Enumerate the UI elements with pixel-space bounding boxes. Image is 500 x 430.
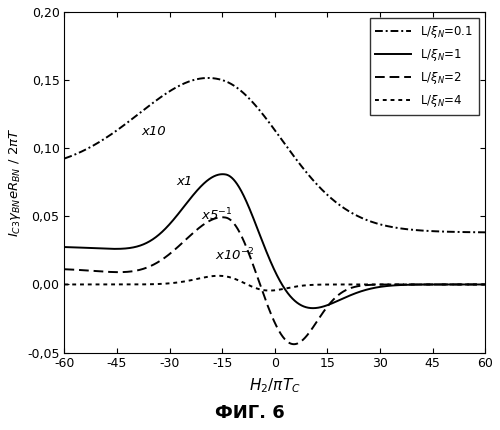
Legend: L/$\xi_N$=0.1, L/$\xi_N$=1, L/$\xi_N$=2, L/$\xi_N$=4: L/$\xi_N$=0.1, L/$\xi_N$=1, L/$\xi_N$=2,… bbox=[370, 18, 479, 115]
Text: x1: x1 bbox=[176, 175, 193, 188]
Text: x10: x10 bbox=[142, 125, 166, 138]
Text: x5$^{-1}$: x5$^{-1}$ bbox=[201, 207, 232, 224]
Text: x10$^{-2}$: x10$^{-2}$ bbox=[215, 246, 255, 263]
X-axis label: $H_2/\pi T_C$: $H_2/\pi T_C$ bbox=[249, 376, 300, 395]
Y-axis label: $I_{C3}\gamma_{BN}eR_{BN}\ /\ 2\pi T$: $I_{C3}\gamma_{BN}eR_{BN}\ /\ 2\pi T$ bbox=[7, 127, 23, 237]
Text: ФИГ. 6: ФИГ. 6 bbox=[215, 404, 285, 422]
